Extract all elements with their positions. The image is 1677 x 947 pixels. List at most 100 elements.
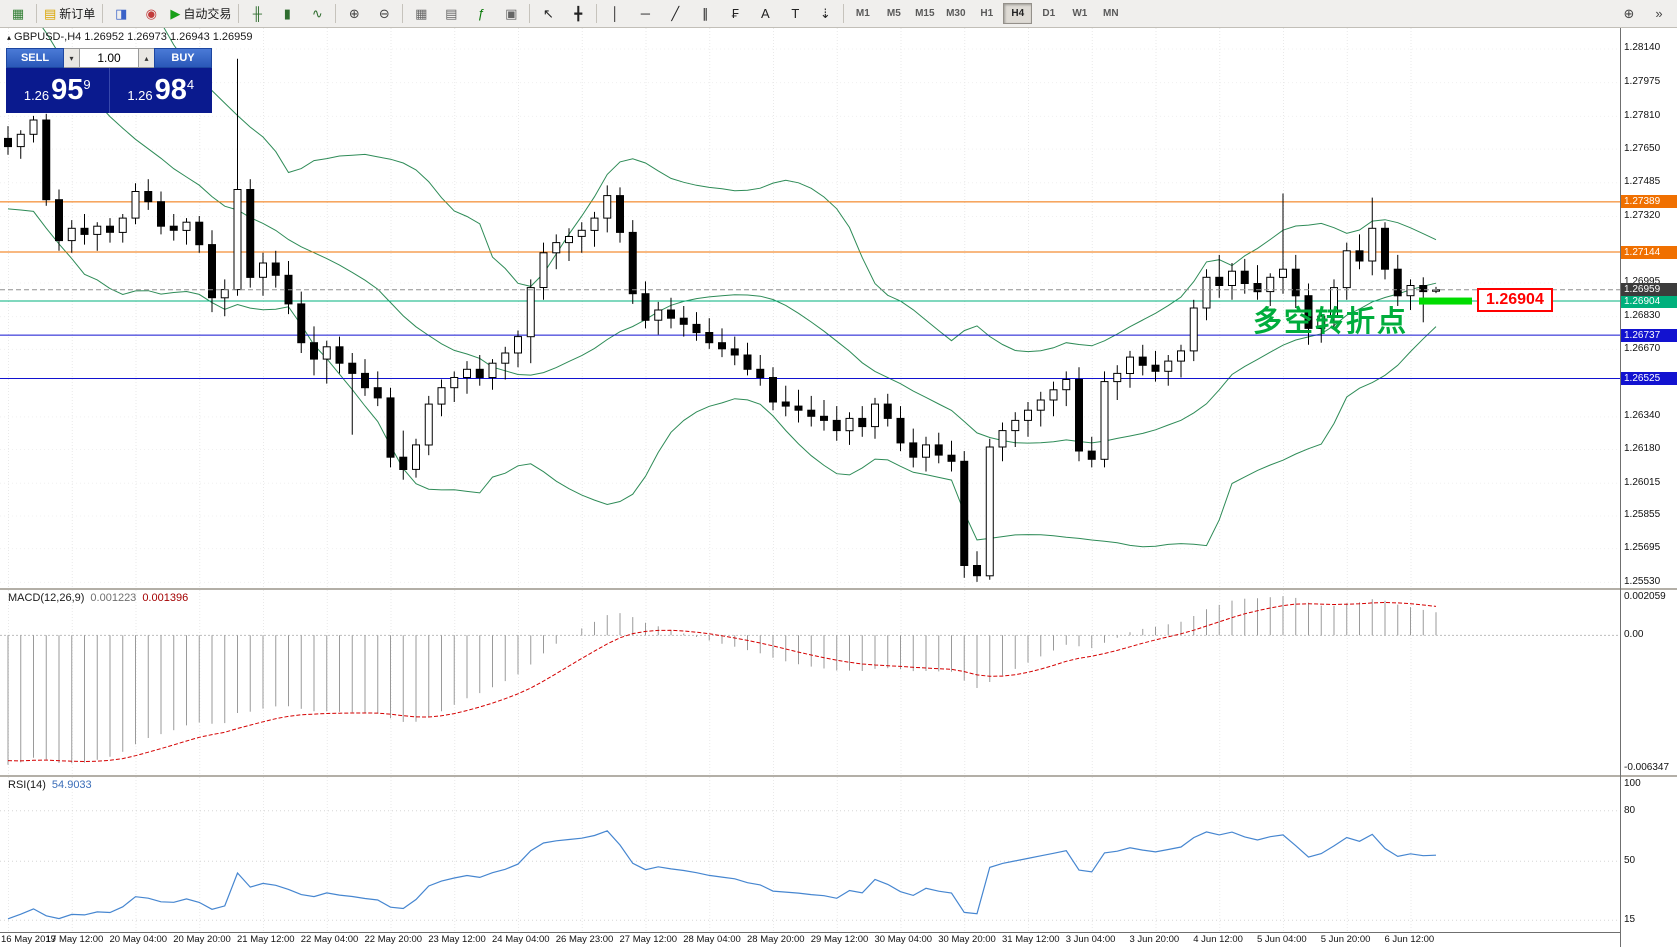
time-axis-label: 26 May 23:00 xyxy=(555,934,614,945)
macd-scale-max: 0.002059 xyxy=(1624,591,1666,602)
tile-windows-icon: ▦ xyxy=(415,6,428,21)
chart-workspace: ▴ GBPUSD-,H4 1.26952 1.26973 1.26943 1.26… xyxy=(0,28,1677,947)
bar-chart-icon: ╫ xyxy=(252,6,262,21)
fibonacci-icon[interactable]: ₣ xyxy=(720,2,750,26)
timeframe-W1[interactable]: W1 xyxy=(1072,8,1088,19)
chart-window-icon[interactable]: ▦ xyxy=(3,2,33,26)
rsi-scale-label: 50 xyxy=(1624,855,1636,867)
indicators-icon: ƒ xyxy=(477,6,485,21)
zoom-in-icon[interactable]: ⊕ xyxy=(339,2,369,26)
horizontal-line-icon[interactable]: ─ xyxy=(630,2,660,26)
buy-price-sup: 4 xyxy=(186,76,195,92)
chart-window-icon: ▦ xyxy=(11,6,25,21)
time-axis-label: 6 Jun 12:00 xyxy=(1384,934,1435,945)
price-chart-panel[interactable]: ▴ GBPUSD-,H4 1.26952 1.26973 1.26943 1.26… xyxy=(0,28,1620,588)
time-axis[interactable]: 16 May 2019 17 May 12:00 20 May 04:00 20 Ma… xyxy=(0,932,1620,947)
sell-button[interactable]: SELL xyxy=(6,48,64,68)
sell-price-big: 95 xyxy=(51,74,84,106)
trendline-icon[interactable]: ╱ xyxy=(660,2,690,26)
price-tick: 1.26995 xyxy=(1624,276,1661,288)
text-label-icon[interactable]: T xyxy=(780,2,810,26)
sell-price-display[interactable]: 1.26 95 9 xyxy=(6,68,109,113)
channel-icon[interactable]: ∥ xyxy=(690,2,720,26)
price-tick: 1.26180 xyxy=(1624,443,1661,455)
timeframe-M5[interactable]: M5 xyxy=(886,8,901,19)
toolbar-separator xyxy=(36,4,37,23)
quick-navigation-icon[interactable]: » xyxy=(1644,2,1674,26)
buy-button[interactable]: BUY xyxy=(154,48,212,68)
crosshair-icon[interactable]: ╋ xyxy=(563,2,593,26)
time-axis-label: 27 May 12:00 xyxy=(619,934,678,945)
macd-label: MACD(12,26,9) 0.001223 0.001396 xyxy=(8,592,189,604)
search-icon[interactable]: ⊕ xyxy=(1614,2,1644,26)
time-axis-label: 4 Jun 12:00 xyxy=(1193,934,1243,945)
volume-decrease-button[interactable]: ▾ xyxy=(64,48,79,68)
tile-windows-icon[interactable]: ▦ xyxy=(406,2,436,26)
indicators-icon[interactable]: ƒ xyxy=(466,2,496,26)
price-tick: 1.27810 xyxy=(1624,109,1661,121)
vertical-line-icon[interactable]: │ xyxy=(600,2,630,26)
time-axis-label: 5 Jun 20:00 xyxy=(1320,934,1371,945)
rsi-panel: RSI(14) 54.9033 xyxy=(0,777,1620,932)
level-price-label: 1.26525 xyxy=(1621,372,1677,385)
toolbar-separator xyxy=(238,4,240,23)
time-axis-label: 24 May 04:00 xyxy=(492,934,550,945)
zoom-out-icon[interactable]: ⊖ xyxy=(369,2,399,26)
price-tick: 1.25855 xyxy=(1624,509,1661,521)
terminal-icon[interactable]: ◨ xyxy=(106,2,136,26)
templates-icon: ▣ xyxy=(505,6,518,21)
candlestick-chart-icon: ▮ xyxy=(283,6,291,21)
toolbar: ▦ ▤ 新订单 ◨ ◉ ▶ 自动交易 ╫ ▮ ∿ ⊕ ⊖ ▦ ▤ ƒ ▣ ↖ ╋ │ ─ ╱ ∥ ₣ A T ⇣ M1 M5 M15 M3… xyxy=(0,0,1677,28)
toolbar-separator xyxy=(402,4,404,23)
rsi-scale-label: 80 xyxy=(1624,804,1636,816)
cascade-windows-icon[interactable]: ▤ xyxy=(436,2,466,26)
price-chart-canvas[interactable] xyxy=(0,28,1620,588)
line-chart-icon[interactable]: ∿ xyxy=(302,2,332,26)
time-axis-label: 22 May 04:00 xyxy=(300,934,359,945)
volume-input[interactable]: 1.00 xyxy=(79,48,139,68)
timeframe-M15[interactable]: M15 xyxy=(915,8,935,19)
collapse-icon[interactable]: ▴ xyxy=(7,33,12,42)
timeframe-D1[interactable]: D1 xyxy=(1042,8,1056,19)
timeframe-H4[interactable]: H4 xyxy=(1003,3,1033,24)
timeframe-M30[interactable]: M30 xyxy=(946,8,966,19)
timeframe-MN[interactable]: MN xyxy=(1103,8,1119,19)
panel-separator[interactable] xyxy=(0,588,1620,590)
bar-chart-icon[interactable]: ╫ xyxy=(242,2,272,26)
rsi-scale-label: 100 xyxy=(1624,778,1641,789)
time-axis-label: 3 Jun 04:00 xyxy=(1065,934,1116,945)
price-scale[interactable]: 1.28140 1.27975 1.27810 1.27650 1.27485 1.273… xyxy=(1621,28,1677,588)
toolbar-separator xyxy=(335,4,337,23)
new-order-button: ▤ xyxy=(44,6,57,21)
level-price-label: 1.26737 xyxy=(1621,328,1677,342)
timeframe-H1[interactable]: H1 xyxy=(980,8,994,19)
panel-separator[interactable] xyxy=(0,775,1620,777)
text-icon: A xyxy=(760,6,770,21)
candlestick-chart-icon[interactable]: ▮ xyxy=(272,2,302,26)
text-icon[interactable]: A xyxy=(750,2,780,26)
one-click-trading-panel: SELL ▾ 1.00 ▴ BUY 1.26 95 9 1.26 xyxy=(6,48,212,113)
volume-increase-button[interactable]: ▴ xyxy=(139,48,154,68)
price-tag-box: 1.26904 xyxy=(1477,288,1553,313)
price-tick: 1.27650 xyxy=(1624,142,1661,154)
cursor-icon[interactable]: ↖ xyxy=(533,2,563,26)
time-axis-label: 16 May 2019 xyxy=(1,934,56,945)
arrows-icon: ⇣ xyxy=(819,6,831,21)
price-tick: 1.26670 xyxy=(1624,342,1661,354)
time-axis-label: 20 May 04:00 xyxy=(109,934,168,945)
new-order-button[interactable]: ▤ 新订单 xyxy=(40,2,99,26)
time-axis-label: 21 May 12:00 xyxy=(237,934,295,945)
templates-icon[interactable]: ▣ xyxy=(496,2,526,26)
time-axis-label: 28 May 20:00 xyxy=(747,934,805,945)
time-axis-label: 29 May 12:00 xyxy=(810,934,869,945)
autotrading-button[interactable]: ▶ 自动交易 xyxy=(166,2,235,26)
time-axis-label: 31 May 12:00 xyxy=(1002,934,1060,945)
time-axis-label: 5 Jun 04:00 xyxy=(1257,934,1307,945)
timeframe-M1[interactable]: M1 xyxy=(855,8,870,19)
price-tick: 1.26830 xyxy=(1624,310,1661,322)
community-icon[interactable]: ◉ xyxy=(136,2,166,26)
buy-price-big: 98 xyxy=(154,74,187,106)
buy-price-display[interactable]: 1.26 98 4 xyxy=(108,68,213,113)
arrows-icon[interactable]: ⇣ xyxy=(810,2,840,26)
